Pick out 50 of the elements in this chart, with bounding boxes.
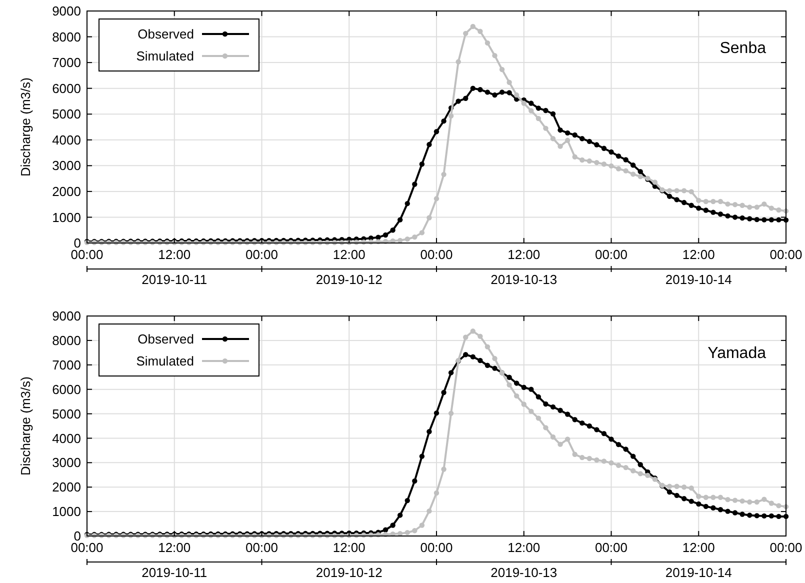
x-tick-label: 00:00 — [245, 247, 278, 262]
x2-tick-label: 2019-10-14 — [665, 272, 732, 287]
x2-tick-label: 2019-10-12 — [316, 272, 382, 287]
x2-tick-label: 2019-10-11 — [142, 272, 208, 287]
x-tick-label: 12:00 — [508, 540, 540, 555]
y-tick-label: 9000 — [52, 4, 81, 19]
y-tick-label: 1000 — [52, 210, 81, 225]
y-axis-title: Discharge (m3/s) — [18, 78, 33, 176]
text: Yamada — [708, 345, 766, 362]
x-tick-label: 00:00 — [420, 247, 453, 262]
legend-label: Observed — [138, 26, 194, 42]
x-tick-label: 00:00 — [770, 540, 802, 555]
y-tick-label: 3000 — [52, 158, 81, 174]
x-tick-label: 00:00 — [594, 247, 628, 262]
x-tick-label: 12:00 — [332, 247, 366, 262]
y-tick-label: 4000 — [52, 430, 81, 446]
legend-label: Observed — [138, 332, 194, 347]
y-tick-label: 6000 — [52, 382, 81, 397]
y-tick-label: 5000 — [52, 106, 81, 122]
text: Senba — [720, 40, 766, 57]
y-tick-label: 2000 — [52, 480, 81, 495]
y-tick-label: 7000 — [52, 55, 81, 70]
x-tick-label: 00:00 — [245, 540, 278, 555]
x2-tick-label: 2019-10-13 — [490, 272, 558, 287]
x-tick-label: 00:00 — [420, 540, 453, 555]
y-tick-label: 6000 — [52, 80, 81, 96]
y-tick-label: 7000 — [52, 357, 81, 372]
x-tick-label: 12:00 — [682, 247, 715, 262]
legend-label: Simulated — [136, 354, 194, 369]
x-tick-label: 12:00 — [332, 540, 366, 555]
y-tick-label: 1000 — [52, 504, 81, 520]
y-tick-label: 5000 — [52, 406, 81, 422]
x2-tick-label: 2019-10-14 — [665, 565, 732, 580]
x-tick-label: 00:00 — [770, 247, 802, 262]
y-tick-label: 2000 — [52, 184, 81, 199]
x2-tick-label: 2019-10-12 — [316, 565, 382, 580]
y-tick-label: 3000 — [52, 455, 81, 470]
y-tick-label: 4000 — [52, 132, 81, 148]
y-tick-label: 8000 — [52, 332, 81, 348]
x-tick-label: 00:00 — [594, 540, 628, 555]
y-tick-label: 8000 — [52, 29, 81, 44]
y-tick-label: 9000 — [52, 308, 81, 324]
y-axis-title: Discharge (m3/s) — [18, 376, 33, 476]
x-tick-label: 12:00 — [158, 540, 191, 555]
x2-tick-label: 2019-10-13 — [490, 565, 558, 580]
legend-label: Simulated — [136, 48, 194, 64]
x-tick-label: 12:00 — [158, 247, 191, 262]
x-tick-label: 12:00 — [682, 540, 715, 555]
x-tick-label: 12:00 — [508, 247, 540, 262]
x2-tick-label: 2019-10-11 — [142, 565, 208, 580]
